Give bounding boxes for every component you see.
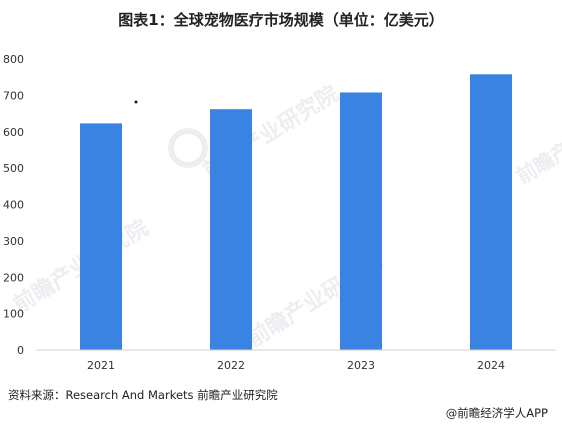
y-tick-label: 0 (17, 344, 24, 357)
y-axis: 0 100 200 300 400 500 600 700 800 (3, 53, 24, 357)
x-tick-label: 2024 (477, 359, 505, 372)
bar-2021 (80, 123, 122, 350)
bar-2023 (340, 92, 382, 350)
marker-dot (134, 100, 138, 104)
footer-credit: @前瞻经济学人APP (445, 406, 548, 420)
y-tick-label: 300 (3, 235, 24, 248)
x-axis: 2021 2022 2023 2024 (87, 359, 505, 372)
chart-title: 图表1：全球宠物医疗市场规模（单位：亿美元） (118, 11, 444, 29)
source-note: 资料来源：Research And Markets 前瞻产业研究院 (8, 388, 278, 402)
y-tick-label: 600 (3, 126, 24, 139)
bars (80, 74, 512, 350)
y-tick-label: 500 (3, 162, 24, 175)
x-tick-label: 2022 (217, 359, 245, 372)
x-tick-label: 2023 (347, 359, 375, 372)
x-tick-label: 2021 (87, 359, 115, 372)
y-tick-label: 200 (3, 271, 24, 284)
bar-2024 (470, 74, 512, 350)
y-tick-label: 700 (3, 89, 24, 102)
y-tick-label: 400 (3, 199, 24, 212)
bar-2022 (210, 109, 252, 350)
y-tick-label: 800 (3, 53, 24, 66)
y-tick-label: 100 (3, 308, 24, 321)
